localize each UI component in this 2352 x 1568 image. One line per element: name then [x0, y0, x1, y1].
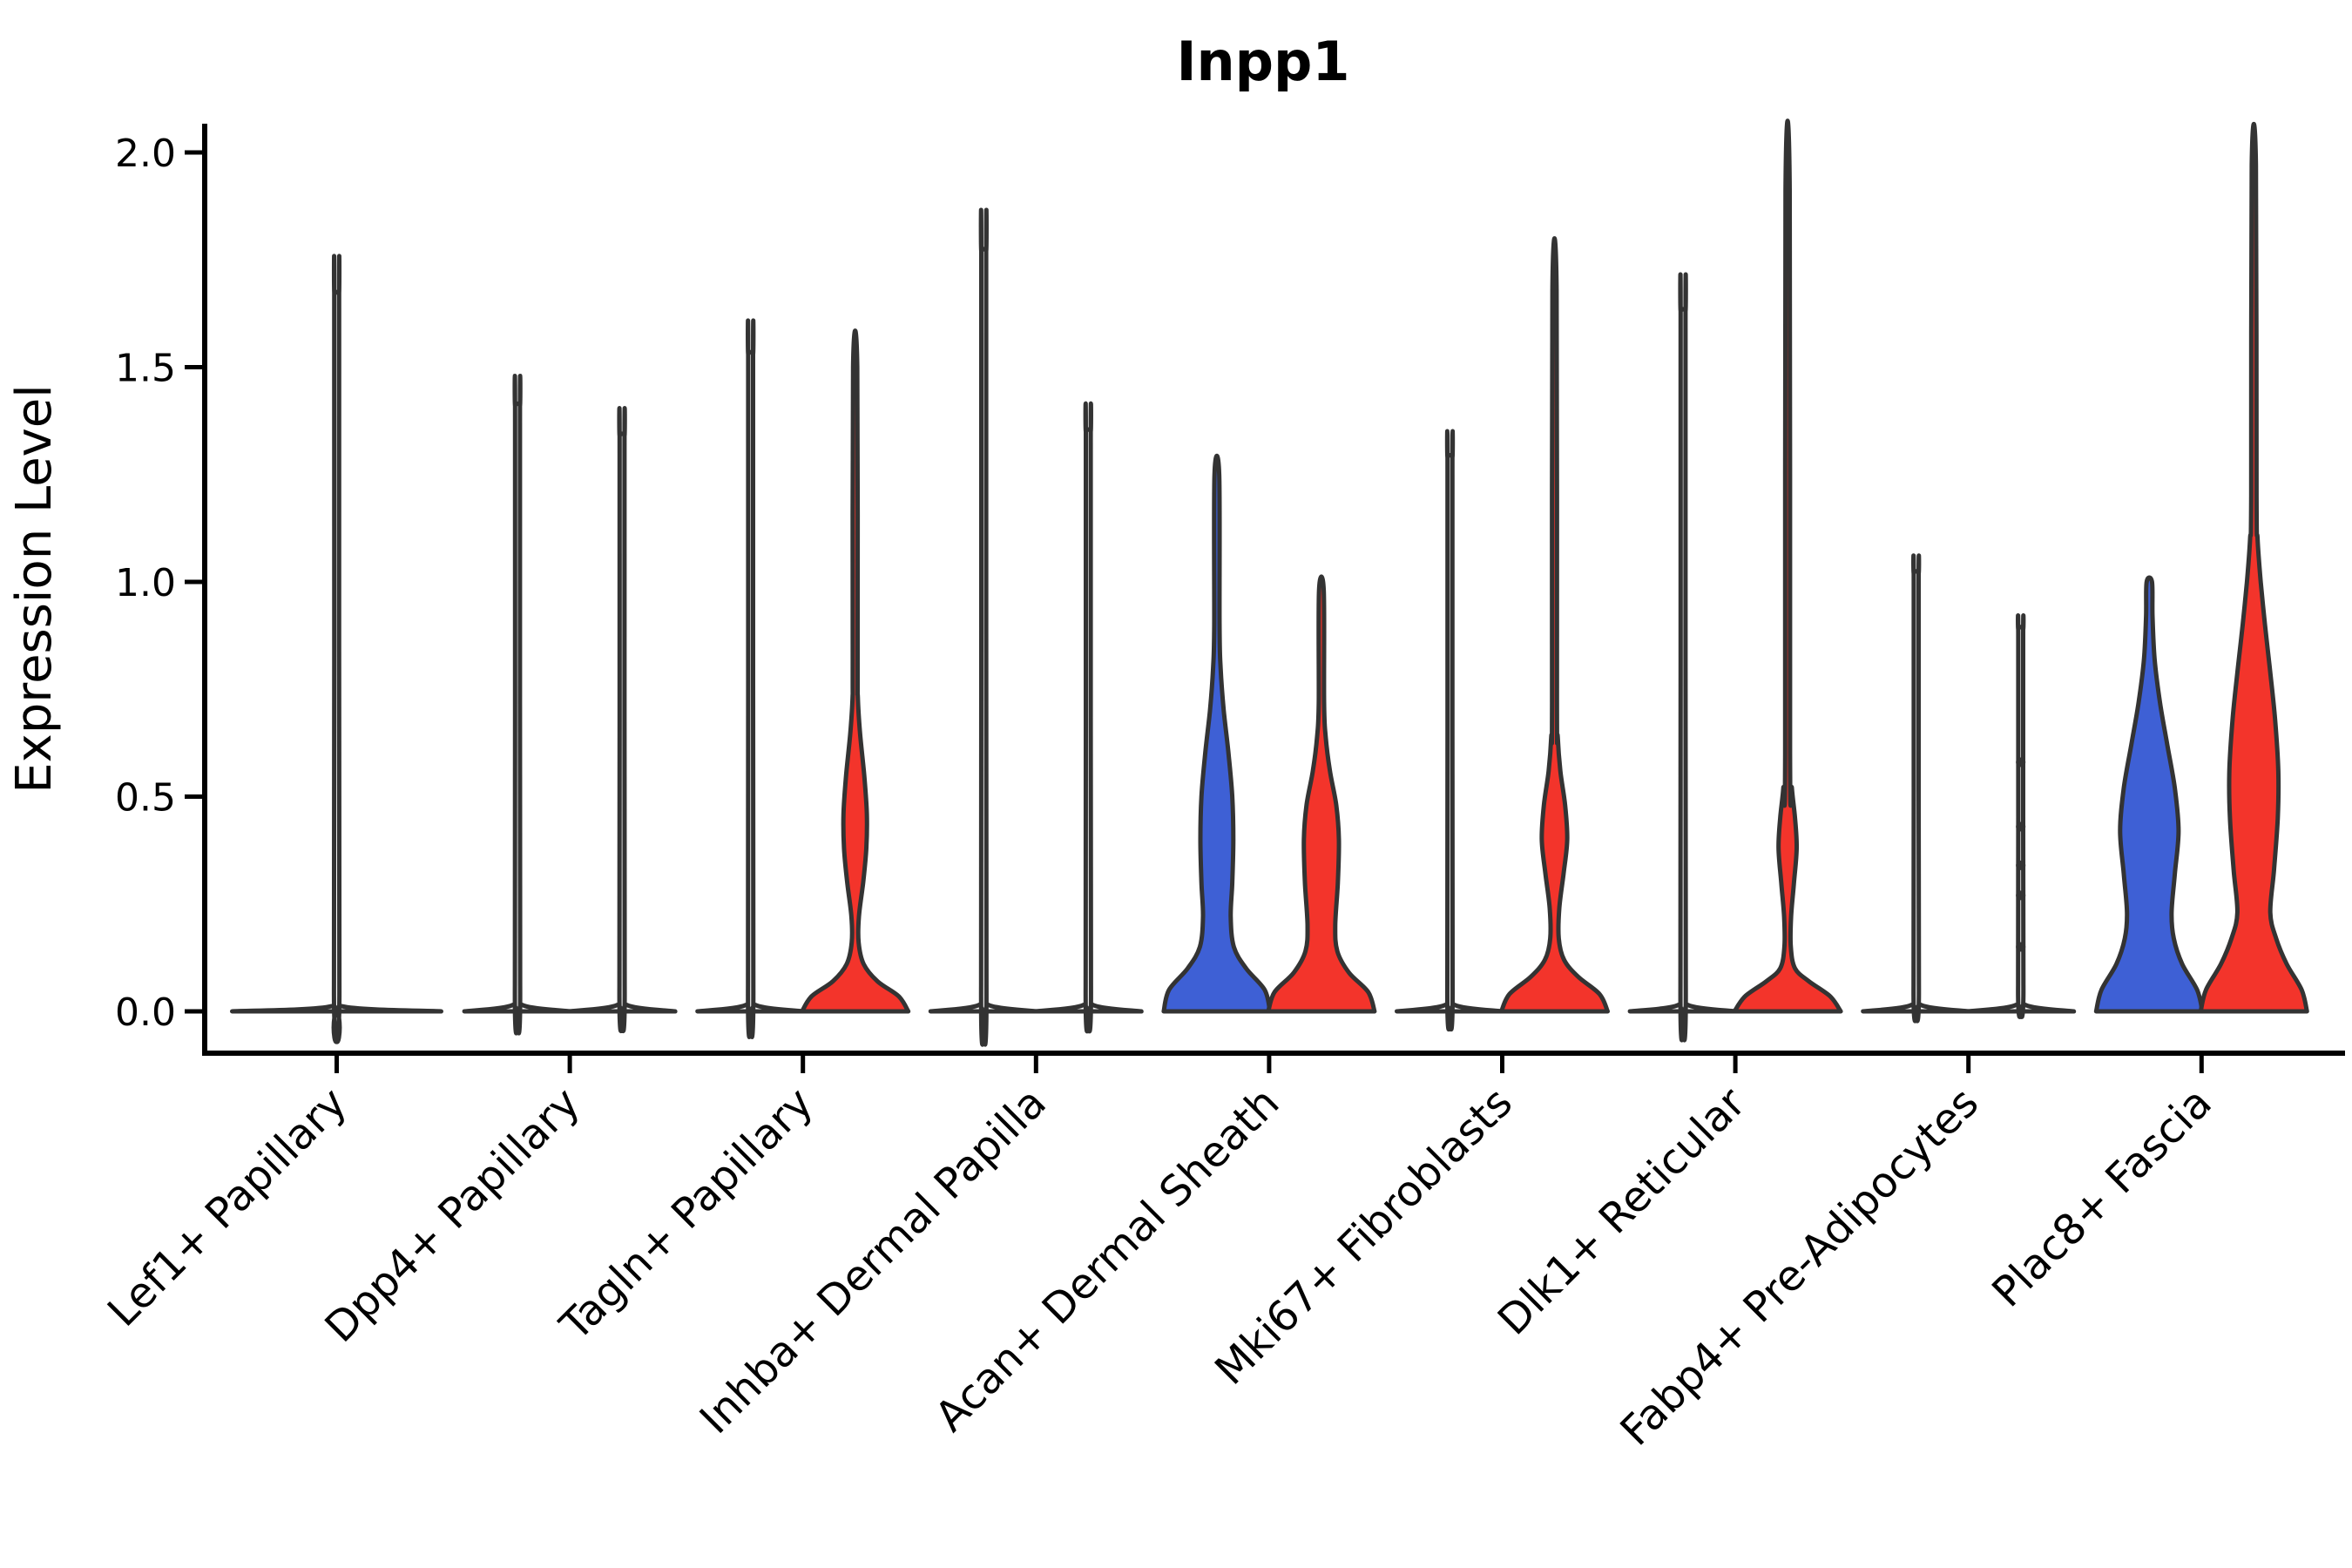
y-tick-label-3: 1.5 [115, 347, 176, 391]
y-tick-label-0: 0.0 [115, 990, 176, 1035]
jitter-point-7-4 [2016, 942, 2026, 952]
x-tick-label-2: Tagln+ Papillary [551, 1078, 822, 1350]
y-tick-label-1: 0.5 [115, 776, 176, 821]
violins-layer [230, 118, 2309, 1047]
y-tick-label-4: 2.0 [115, 132, 176, 176]
violin-3-left [928, 207, 1039, 1047]
violin-5-right [1499, 236, 1610, 1014]
violin-8-right [2198, 121, 2309, 1014]
violin-2-right [800, 328, 911, 1014]
violin-1-left [462, 374, 573, 1036]
violin-7-right [1965, 613, 2077, 1019]
chart-title: Inpp1 [1176, 30, 1349, 93]
jitter-point-7-1 [2016, 821, 2026, 832]
violin-0-center [230, 253, 443, 1044]
violin-8-left [2093, 575, 2205, 1014]
violin-2-left [695, 318, 807, 1039]
jitter-point-7-3 [2016, 890, 2026, 901]
y-axis-label: Expression Level [6, 384, 63, 794]
jitter-point-7-0 [2016, 757, 2026, 767]
violin-7-left [1861, 553, 1972, 1024]
violin-5-left [1395, 429, 1505, 1032]
violin-6-right [1732, 118, 1843, 1014]
violin-4-right [1266, 574, 1377, 1014]
x-tick-label-1: Dpp4+ Papillary [316, 1078, 590, 1352]
violin-4-left [1161, 453, 1273, 1014]
x-tick-label-6: Dlk1+ Reticular [1489, 1078, 1755, 1345]
jitter-point-7-2 [2016, 860, 2026, 870]
x-tick-label-8: Plac8+ Fascia [1983, 1078, 2221, 1317]
x-tick-label-0: Lef1+ Papillary [98, 1078, 356, 1336]
violin-1-right [566, 406, 678, 1033]
axes-layer [202, 124, 2345, 1056]
violin-6-left [1627, 272, 1739, 1043]
y-tick-label-2: 1.0 [115, 561, 176, 605]
violin-3-right [1032, 401, 1144, 1034]
